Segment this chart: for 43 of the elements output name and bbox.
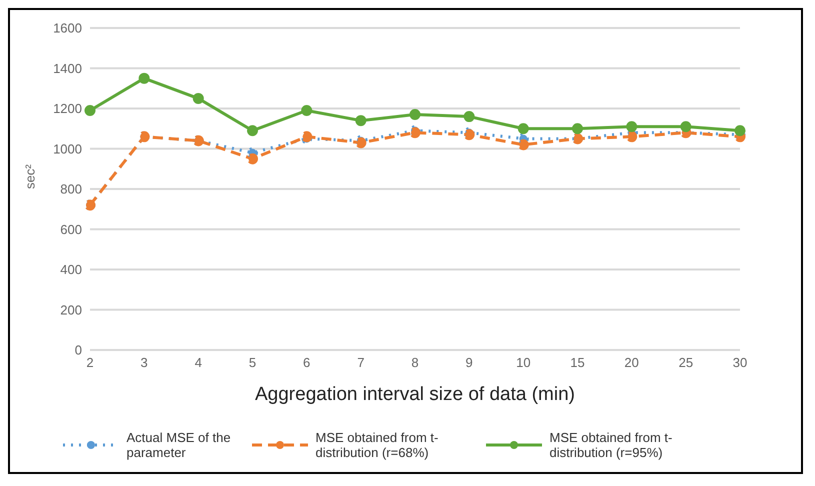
x-tick-label: 8: [411, 355, 419, 370]
point: [626, 121, 638, 132]
y-tick-label: 1200: [53, 101, 82, 116]
y-tick-label: 0: [74, 342, 82, 358]
legend-label: Actual MSE of the parameter: [126, 430, 232, 460]
point: [410, 109, 420, 120]
x-tick-label: 4: [194, 355, 202, 370]
point: [572, 123, 583, 134]
x-tick-label: 20: [624, 355, 639, 370]
legend-label: MSE obtained from t-distribution (r=95%): [550, 430, 674, 460]
x-tick-label: 7: [357, 355, 364, 370]
x-tick-label: 3: [140, 355, 148, 370]
point: [301, 105, 312, 116]
point: [518, 139, 529, 150]
point: [355, 115, 366, 126]
y-tick-label: 600: [60, 222, 82, 237]
y-tick-label: 400: [60, 262, 82, 278]
x-tick-label: 15: [570, 355, 585, 370]
y-tick-label: 1600: [53, 20, 82, 36]
x-tick-label: 5: [248, 355, 256, 370]
point: [247, 125, 258, 136]
y-tick-label: 1400: [53, 60, 82, 76]
point: [247, 153, 258, 164]
y-tick-label: 800: [60, 182, 82, 197]
x-tick-label: 25: [678, 355, 694, 370]
x-tick-label: 30: [732, 355, 748, 370]
point: [464, 111, 475, 122]
point: [680, 121, 692, 132]
point: [192, 92, 204, 104]
x-tick-label: 2: [86, 355, 94, 370]
point: [734, 125, 746, 136]
x-tick-label: 9: [466, 355, 473, 370]
x-tick-label: 10: [516, 355, 531, 370]
y-tick-label: 200: [60, 302, 82, 318]
point: [84, 105, 96, 116]
y-tick-label: 1000: [53, 141, 82, 156]
point: [626, 131, 638, 142]
y-axis-title: sec²: [22, 164, 38, 189]
x-axis-title: Aggregation interval size of data (min): [255, 384, 575, 405]
point: [138, 72, 150, 84]
legend-label: MSE obtained from t-distribution (r=68%): [316, 430, 440, 460]
point: [518, 123, 529, 134]
x-tick-label: 6: [303, 355, 310, 370]
